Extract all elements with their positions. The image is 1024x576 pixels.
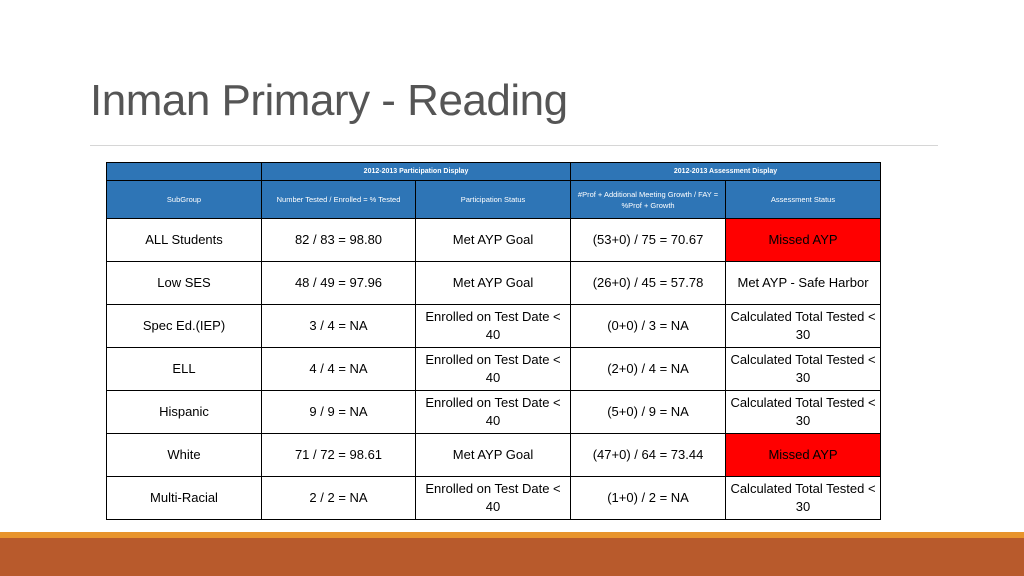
assessment-status-cell: Calculated Total Tested < 30 <box>725 476 882 520</box>
assessment-status-cell: Calculated Total Tested < 30 <box>725 304 882 348</box>
footer-accent-stripe <box>0 532 1024 538</box>
participation-status-cell: Enrolled on Test Date < 40 <box>414 390 572 434</box>
ayp-results-table: 2012-2013 Participation Display 2012-201… <box>106 162 882 520</box>
slide-title: Inman Primary - Reading <box>90 76 568 125</box>
column-header-row: SubGroup Number Tested / Enrolled = % Te… <box>106 180 882 219</box>
title-divider <box>90 145 938 146</box>
subgroup-cell: Low SES <box>106 261 262 305</box>
table-row: ALL Students 82 / 83 = 98.80 Met AYP Goa… <box>106 218 882 262</box>
tested-cell: 4 / 4 = NA <box>261 347 416 391</box>
assessment-status-cell: Met AYP - Safe Harbor <box>725 261 882 305</box>
prof-growth-cell: (2+0) / 4 = NA <box>570 347 727 391</box>
table-row: Low SES 48 / 49 = 97.96 Met AYP Goal (26… <box>106 261 882 305</box>
subgroup-cell: ELL <box>106 347 262 391</box>
tested-cell: 9 / 9 = NA <box>261 390 416 434</box>
participation-status-cell: Enrolled on Test Date < 40 <box>414 304 572 348</box>
assessment-status-cell: Calculated Total Tested < 30 <box>725 390 882 434</box>
col-header-tested: Number Tested / Enrolled = % Tested <box>261 180 416 219</box>
participation-status-cell: Met AYP Goal <box>414 261 572 305</box>
col-header-assessment-status: Assessment Status <box>725 180 882 219</box>
participation-status-cell: Met AYP Goal <box>414 218 572 262</box>
prof-growth-cell: (26+0) / 45 = 57.78 <box>570 261 727 305</box>
tested-cell: 48 / 49 = 97.96 <box>261 261 416 305</box>
subgroup-cell: Multi-Racial <box>106 476 262 520</box>
prof-growth-cell: (53+0) / 75 = 70.67 <box>570 218 727 262</box>
subgroup-cell: Hispanic <box>106 390 262 434</box>
table-row: Multi-Racial 2 / 2 = NA Enrolled on Test… <box>106 476 882 520</box>
assessment-status-cell: Missed AYP <box>725 218 882 262</box>
participation-status-cell: Enrolled on Test Date < 40 <box>414 347 572 391</box>
prof-growth-cell: (0+0) / 3 = NA <box>570 304 727 348</box>
participation-status-cell: Enrolled on Test Date < 40 <box>414 476 572 520</box>
table-row: White 71 / 72 = 98.61 Met AYP Goal (47+0… <box>106 433 882 477</box>
prof-growth-cell: (5+0) / 9 = NA <box>570 390 727 434</box>
table-row: ELL 4 / 4 = NA Enrolled on Test Date < 4… <box>106 347 882 391</box>
col-header-prof-growth: #Prof + Additional Meeting Growth / FAY … <box>570 180 727 219</box>
footer-bar <box>0 538 1024 576</box>
subgroup-cell: White <box>106 433 262 477</box>
participation-group-header: 2012-2013 Participation Display <box>260 162 572 181</box>
prof-growth-cell: (1+0) / 2 = NA <box>570 476 727 520</box>
assessment-status-cell: Calculated Total Tested < 30 <box>725 347 882 391</box>
tested-cell: 3 / 4 = NA <box>261 304 416 348</box>
prof-growth-cell: (47+0) / 64 = 73.44 <box>570 433 727 477</box>
col-header-subgroup: SubGroup <box>106 180 262 219</box>
table-row: Spec Ed.(IEP) 3 / 4 = NA Enrolled on Tes… <box>106 304 882 348</box>
col-header-participation-status: Participation Status <box>414 180 572 219</box>
participation-status-cell: Met AYP Goal <box>414 433 572 477</box>
assessment-status-cell: Missed AYP <box>725 433 882 477</box>
tested-cell: 82 / 83 = 98.80 <box>261 218 416 262</box>
table-row: Hispanic 9 / 9 = NA Enrolled on Test Dat… <box>106 390 882 434</box>
subgroup-cell: ALL Students <box>106 218 262 262</box>
group-header-blank <box>106 162 262 181</box>
assessment-group-header: 2012-2013 Assessment Display <box>570 162 882 181</box>
group-header-row: 2012-2013 Participation Display 2012-201… <box>106 162 882 181</box>
tested-cell: 71 / 72 = 98.61 <box>261 433 416 477</box>
tested-cell: 2 / 2 = NA <box>261 476 416 520</box>
subgroup-cell: Spec Ed.(IEP) <box>106 304 262 348</box>
